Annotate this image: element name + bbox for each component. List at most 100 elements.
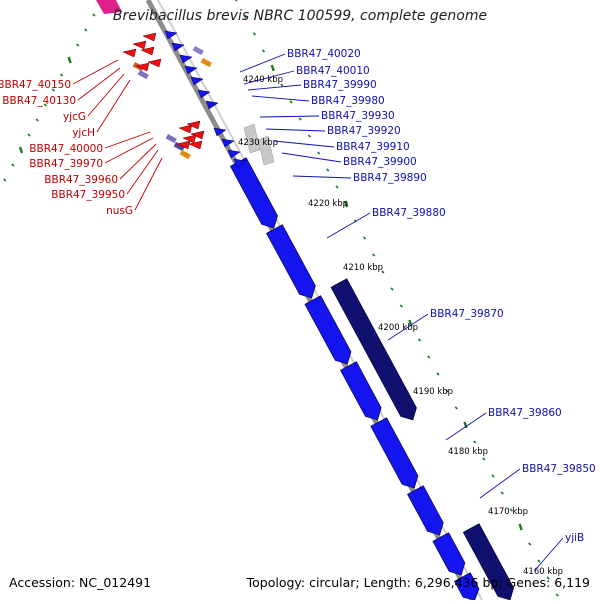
forward-gene-block xyxy=(407,485,444,536)
misc-feature xyxy=(200,57,212,68)
reverse-gene-label: BBR47_40130 xyxy=(2,95,76,107)
gc-dot xyxy=(427,355,431,359)
gc-dot xyxy=(344,200,349,208)
forward-gene-block xyxy=(330,278,417,421)
gc-dot xyxy=(84,28,88,32)
gc-dot xyxy=(445,389,449,393)
forward-gene-label: BBR47_39980 xyxy=(311,95,385,107)
gc-dot xyxy=(353,219,357,223)
forward-leader-line xyxy=(243,70,295,85)
forward-gene-label: BBR47_40020 xyxy=(287,48,361,60)
forward-gene-label: BBR47_39890 xyxy=(353,172,427,184)
forward-gene-arrow xyxy=(197,89,211,99)
gc-dot xyxy=(280,83,284,87)
forward-gene-label: BBR47_39870 xyxy=(430,308,504,320)
gc-dot xyxy=(289,100,293,104)
forward-gene-label: yjiB xyxy=(565,532,584,544)
forward-gene-label: BBR47_39900 xyxy=(343,156,417,168)
gc-dot xyxy=(546,576,550,580)
accession-label: Accession: NC_012491 xyxy=(9,575,152,590)
forward-gene-label: BBR47_39860 xyxy=(488,407,562,419)
scale-tick-label: 4230 kbp xyxy=(238,138,278,148)
forward-gene-label: BBR47_39920 xyxy=(327,125,401,137)
reverse-leader-line xyxy=(126,149,159,195)
gc-dot xyxy=(307,134,312,138)
scale-ticks: 4240 kbp 4230 kbp 4220 kbp 4210 kbp 4200 kbp… xyxy=(238,75,563,577)
forward-gene-arrow xyxy=(213,127,227,137)
reverse-gene-arrow xyxy=(132,40,147,50)
forward-leader-line xyxy=(445,412,487,441)
reverse-leader-line xyxy=(96,79,131,133)
forward-leader-line xyxy=(326,212,371,239)
reverse-gene-label: BBR47_40150 xyxy=(0,79,71,91)
forward-gene-arrow xyxy=(190,76,204,86)
forward-gene-label: BBR47_39850 xyxy=(522,463,596,475)
reverse-gene-arrow xyxy=(186,120,201,130)
gc-dot xyxy=(270,64,275,72)
scale-tick-label: 4190 kbp xyxy=(413,387,453,397)
reverse-gene-arrow xyxy=(140,46,155,56)
gc-dot xyxy=(372,253,376,257)
reverse-gene-label: yjcH xyxy=(72,127,95,139)
forward-leader-line xyxy=(292,175,352,179)
forward-gene-arrow xyxy=(184,65,198,75)
forward-gene-block xyxy=(370,417,419,489)
forward-leader-line xyxy=(265,128,326,132)
forward-gene-label: BBR47_39910 xyxy=(336,141,410,153)
gc-dot xyxy=(399,304,403,308)
label-leader-lines xyxy=(72,53,564,571)
gc-dot xyxy=(362,236,367,240)
reverse-leader-line xyxy=(119,143,157,180)
misc-feature xyxy=(192,45,204,56)
gc-dot xyxy=(35,118,39,122)
reverse-gene-label: yjcG xyxy=(63,111,86,123)
map-title: Brevibacillus brevis NBRC 100599, comple… xyxy=(112,8,488,24)
forward-leader-line xyxy=(251,95,310,102)
reverse-gene-label: BBR47_39960 xyxy=(44,174,118,186)
forward-gene-arrow xyxy=(179,54,193,64)
gc-dot xyxy=(473,440,477,444)
topology-label: Topology: circular; Length: 6,296,436 bp… xyxy=(246,575,590,590)
gc-dot xyxy=(11,163,15,167)
gc-dot xyxy=(261,49,266,53)
reverse-gene-label: BBR47_39970 xyxy=(29,158,103,170)
forward-gene-block xyxy=(229,157,278,229)
reverse-gene-label: nusG xyxy=(106,205,133,217)
forward-gene-block xyxy=(432,532,466,576)
forward-leader-line xyxy=(239,53,286,73)
reverse-gene-arrow xyxy=(147,58,162,68)
forward-gene-arrow xyxy=(171,42,185,52)
forward-gene-block xyxy=(462,523,515,601)
gc-dot xyxy=(418,338,422,342)
forward-gene-block xyxy=(454,572,480,601)
forward-leader-line xyxy=(281,152,342,163)
forward-gene-block xyxy=(266,224,316,299)
grey-feature xyxy=(243,123,261,154)
gc-dot xyxy=(436,372,440,376)
forward-leader-line xyxy=(479,468,521,499)
forward-gene-block xyxy=(340,361,382,421)
scale-tick-label: 4220 kbp xyxy=(308,199,348,209)
forward-gene-arrow xyxy=(233,158,247,168)
reverse-leader-line xyxy=(77,67,121,101)
reverse-leader-line xyxy=(104,137,154,164)
forward-gene-arrow xyxy=(205,100,219,110)
gc-dot xyxy=(76,43,80,47)
scale-tick-label: 4200 kbp xyxy=(378,323,418,333)
gc-dot xyxy=(509,508,513,512)
reverse-gene-arrow xyxy=(122,48,137,58)
gc-dot xyxy=(92,13,96,17)
reverse-gene-arrow xyxy=(178,124,193,134)
reverse-gene-arrow xyxy=(142,32,157,42)
gc-dot xyxy=(537,559,541,563)
scale-tick-label: 4240 kbp xyxy=(243,75,283,85)
gc-dot xyxy=(463,421,468,429)
reverse-gene-arrow xyxy=(176,140,191,150)
gc-dot xyxy=(27,133,31,137)
gc-dot xyxy=(335,185,339,189)
scale-tick-label: 4180 kbp xyxy=(448,447,488,457)
reverse-gene-arrow xyxy=(188,140,203,150)
forward-gene-arrow xyxy=(164,30,178,40)
